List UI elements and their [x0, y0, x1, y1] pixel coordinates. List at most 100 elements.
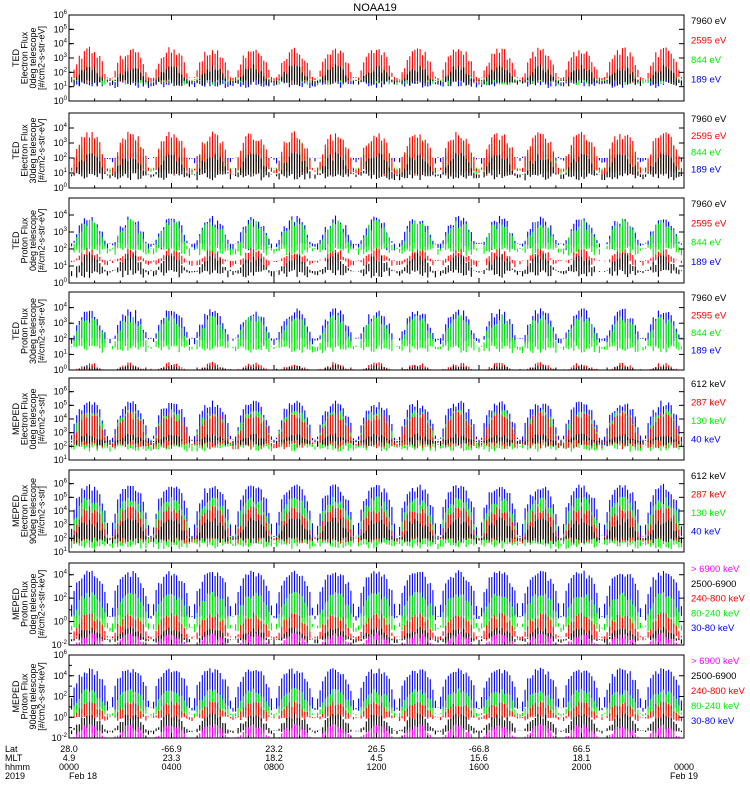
panel-5: 101 102 103 104 105 106 MEPEDElectron Flux0deg… — [11, 377, 727, 465]
y-tick-label: 104 — [54, 570, 68, 580]
trace-844-ev — [69, 315, 682, 354]
panel-8: 10-2 100 102 104 106 MEPEDProton Flux90deg te… — [11, 650, 746, 743]
legend-entry: 40 keV — [691, 435, 721, 446]
axis-tick-lat: 26.5 — [368, 744, 386, 754]
y-tick-label: 102 — [54, 593, 68, 603]
y-tick-label: 103 — [54, 227, 68, 237]
y-tick-label: 103 — [54, 428, 68, 438]
legend-entry: > 6900 keV — [691, 656, 740, 667]
legend-entry: 80-240 keV — [691, 701, 740, 712]
legend-entry: 844 eV — [691, 238, 722, 249]
legend-entry: 80-240 keV — [691, 608, 740, 619]
y-tick-label: 104 — [54, 506, 68, 516]
y-tick-label: 104 — [54, 303, 68, 313]
trace-2500-6900 — [69, 713, 682, 735]
y-tick-label: 105 — [54, 492, 68, 502]
legend-entry: 130 keV — [691, 508, 727, 519]
y-tick-label: 100 — [54, 278, 68, 288]
axis-tick-mlt: 4.9 — [63, 753, 76, 763]
y-tick-label: 100 — [54, 96, 68, 106]
y-tick-label: 104 — [54, 414, 68, 424]
legend-entry: 844 eV — [691, 328, 722, 339]
y-tick-label: 105 — [54, 24, 68, 34]
axis-tick-date: Feb 18 — [69, 771, 97, 781]
legend-entry: 2595 eV — [691, 218, 727, 229]
axis-tick-lat: 28.0 — [60, 744, 78, 754]
legend-entry: 612 keV — [691, 471, 727, 482]
trace-612-kev — [69, 433, 682, 447]
legend-entry: 189 eV — [691, 75, 722, 86]
y-tick-label: 102 — [54, 692, 68, 702]
panel-traces — [69, 400, 682, 452]
legend-entry: 189 eV — [691, 346, 722, 357]
panel-traces — [69, 46, 682, 88]
legend-entry: 40 keV — [691, 527, 721, 538]
panel-stack: 100 101 102 103 104 105 106 TEDElectron Flux0de… — [11, 10, 746, 743]
y-tick-label: 101 — [54, 261, 68, 271]
legend-entry: 2595 eV — [691, 131, 727, 142]
panel-1: 100 101 102 103 104 105 106 TEDElectron Flux0de… — [11, 10, 727, 106]
y-tick-label: 100 — [54, 712, 68, 722]
trace-7960-ev — [69, 253, 682, 278]
y-tick-label: 102 — [54, 533, 68, 543]
legend-entry: 2500-6900 — [691, 579, 736, 590]
legend-entry: 130 keV — [691, 416, 727, 427]
axis-row-label: hhmm — [5, 762, 30, 772]
y-tick-label: 101 — [54, 82, 68, 92]
y-axis-label: TEDElectron Flux0deg telescope[#/cm2-s-s… — [11, 26, 47, 90]
panel-6: 101 102 103 104 105 106 MEPEDElectron Flux90de… — [11, 469, 727, 557]
legend-entry: 240-800 keV — [691, 594, 746, 605]
trace--6900-kev — [71, 632, 680, 645]
axis-row-label: 2019 — [5, 771, 25, 781]
y-axis-label: TEDProton Flux0deg telescope[#/cm2-s-str… — [11, 208, 47, 272]
axis-tick-date: Feb 19 — [670, 771, 698, 781]
y-tick-label: 106 — [54, 387, 68, 397]
y-tick-label: 106 — [54, 650, 68, 660]
legend-entry: 844 eV — [691, 55, 722, 66]
axis-tick-hhmm: 1200 — [366, 762, 386, 772]
legend-entry: 7960 eV — [691, 199, 727, 210]
legend-entry: 189 eV — [691, 257, 722, 268]
y-tick-label: 102 — [54, 244, 68, 254]
trace-612-kev — [69, 517, 682, 544]
legend-entry: 2595 eV — [691, 36, 727, 47]
trace-287-kev — [69, 411, 682, 450]
y-tick-label: 101 — [54, 349, 68, 359]
y-tick-label: 101 — [54, 168, 68, 178]
axis-tick-mlt: 18.1 — [573, 753, 591, 763]
axis-tick-hhmm: 2000 — [571, 762, 591, 772]
trace-80-240-kev — [69, 592, 682, 633]
legend-entry: 30-80 keV — [691, 623, 735, 634]
y-tick-label: 106 — [54, 10, 68, 20]
legend-entry: 2595 eV — [691, 311, 727, 322]
axis-tick-hhmm: 0800 — [264, 762, 284, 772]
trace-7960-ev — [69, 64, 682, 87]
y-axis-label: MEPEDProton Flux0deg telescope[#/cm2-s-s… — [11, 570, 47, 639]
legend-entry: 240-800 keV — [691, 686, 746, 697]
axis-tick-hhmm: 1600 — [469, 762, 489, 772]
legend-entry: 189 eV — [691, 164, 722, 175]
y-tick-label: 101 — [54, 547, 68, 557]
trace-240-800-kev — [69, 701, 682, 722]
y-tick-label: 103 — [54, 138, 68, 148]
panel-traces — [69, 570, 682, 645]
y-axis-label: MEPEDProton Flux90deg telescope[#/cm2-s-… — [11, 662, 47, 731]
y-tick-label: 100 — [54, 365, 68, 375]
axis-tick-hhmm: 0000 — [674, 762, 694, 772]
axis-tick-mlt: 15.6 — [470, 753, 488, 763]
panel-traces — [69, 667, 682, 738]
axis-tick-mlt: 4.5 — [370, 753, 383, 763]
panel-4: 100 101 102 103 104 TEDProton Flux30deg teles… — [11, 291, 727, 375]
y-tick-label: 104 — [54, 671, 68, 681]
y-tick-label: 100 — [54, 617, 68, 627]
y-tick-label: 104 — [54, 210, 68, 220]
legend-entry: 2500-6900 — [691, 671, 736, 682]
y-tick-label: 100 — [54, 183, 68, 193]
legend-entry: 7960 eV — [691, 114, 727, 125]
y-tick-label: 10-2 — [52, 640, 68, 650]
panel-traces — [69, 483, 682, 550]
trace-844-ev — [69, 218, 682, 256]
panel-3: 100 101 102 103 104 TEDProton Flux0deg telesc… — [11, 197, 727, 288]
